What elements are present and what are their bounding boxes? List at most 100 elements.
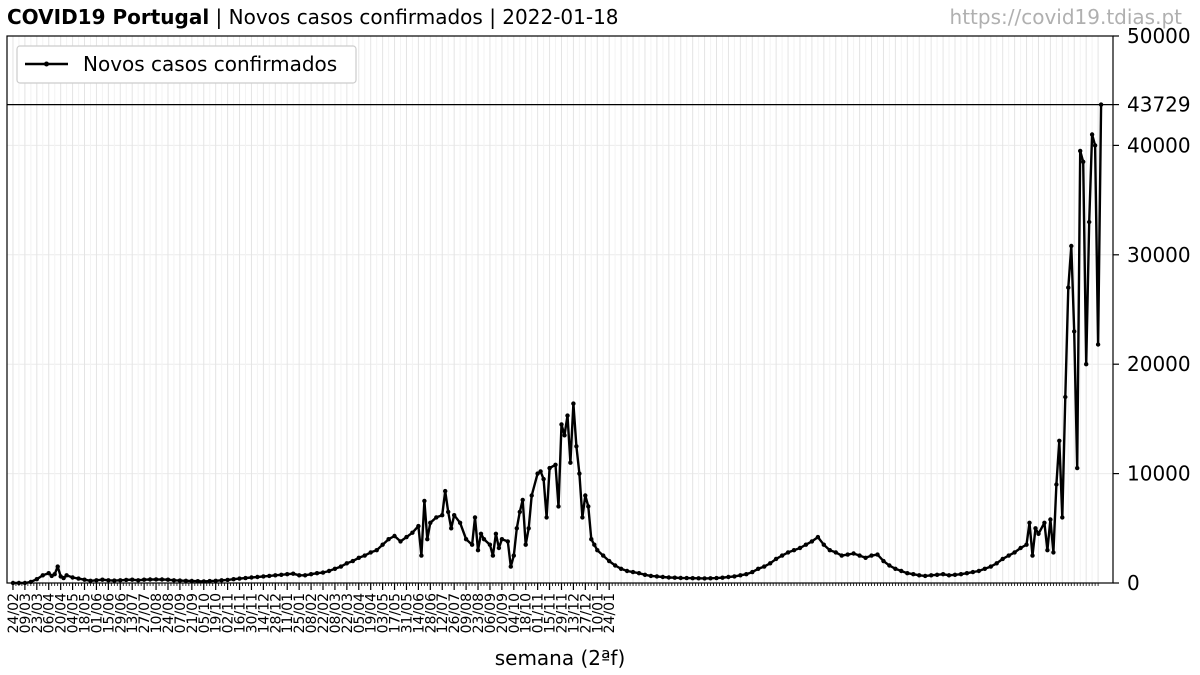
data-point [905, 571, 910, 576]
data-point [529, 493, 534, 498]
x-tick-label: 25/01 [292, 593, 308, 633]
data-point [803, 542, 809, 547]
x-tick-label: 10/08 [149, 593, 165, 633]
data-point [249, 575, 254, 580]
x-tick-label: 17/05 [388, 593, 404, 633]
data-point [613, 563, 618, 568]
grid-lines [7, 36, 1113, 583]
data-point [52, 572, 57, 577]
data-point [237, 576, 242, 581]
data-point [189, 578, 194, 584]
data-point [756, 566, 761, 571]
data-point [893, 566, 898, 571]
data-point [952, 572, 958, 577]
data-point [368, 550, 373, 555]
legend-marker-swatch [44, 61, 49, 67]
data-point [1042, 520, 1047, 525]
data-point [1054, 482, 1059, 487]
x-tick-label: 20/04 [54, 593, 70, 633]
data-point [797, 545, 803, 551]
x-tick-label: 06/09 [483, 593, 499, 633]
data-point [1033, 526, 1038, 531]
data-point [1098, 102, 1104, 107]
y-tick-label: 40000 [1127, 133, 1191, 157]
data-point [219, 578, 224, 583]
x-axis-label: semana (2ªf) [495, 646, 626, 670]
data-point [297, 573, 302, 578]
x-tick-label: 15/11 [543, 593, 559, 633]
x-tick-label: 27/07 [137, 593, 153, 633]
x-tick-label: 24/01 [602, 593, 618, 633]
data-point [472, 515, 478, 520]
series-markers [10, 102, 1104, 586]
source-url: https://covid19.tdias.pt [949, 5, 1182, 29]
data-point [970, 569, 976, 575]
data-point [255, 574, 260, 580]
data-point [857, 553, 862, 558]
data-point [544, 515, 549, 520]
data-point [696, 576, 701, 581]
x-tick-label: 31/05 [399, 593, 415, 633]
series-line [13, 104, 1103, 585]
data-point [583, 493, 588, 498]
x-tick-label: 10/01 [590, 593, 606, 633]
data-point [1069, 243, 1074, 249]
data-point [1036, 531, 1041, 536]
data-point [344, 561, 349, 566]
plot-frame [6, 35, 1114, 584]
y-tick-label: 30000 [1127, 243, 1191, 267]
data-point [332, 566, 338, 571]
data-point [422, 498, 427, 504]
data-point [571, 401, 576, 406]
data-point [231, 577, 236, 582]
data-point [934, 572, 940, 577]
data-point [362, 553, 367, 558]
data-point [61, 575, 66, 581]
x-tick-label: 15/06 [101, 593, 117, 633]
data-point [553, 462, 558, 467]
data-point [1012, 550, 1017, 555]
y-tick-label: 10000 [1127, 462, 1191, 486]
data-point [738, 573, 743, 578]
data-point [672, 575, 677, 580]
data-point [1057, 438, 1062, 443]
x-tick-label: 08/02 [304, 593, 320, 633]
data-point [46, 571, 51, 576]
data-point [762, 564, 767, 569]
data-point [1095, 342, 1101, 347]
data-point [55, 564, 60, 569]
data-point [118, 578, 123, 583]
data-point [338, 564, 344, 569]
x-axis: 24/0209/0323/0306/0420/0404/0518/0501/06… [6, 583, 1099, 633]
data-point [642, 572, 648, 577]
data-point [648, 573, 654, 579]
data-point [833, 550, 838, 555]
data-point [1045, 548, 1050, 553]
x-tick-label: 28/06 [423, 593, 439, 633]
data-point [165, 577, 171, 582]
data-point [416, 523, 421, 529]
data-point [779, 553, 785, 558]
data-point [1030, 553, 1035, 558]
series-novos-casos [10, 102, 1104, 586]
data-point [285, 572, 290, 577]
y-tick-label: 50000 [1127, 24, 1191, 48]
data-point [1000, 556, 1005, 562]
data-point [887, 563, 892, 568]
data-point [517, 509, 522, 515]
data-point [520, 497, 525, 503]
data-point [881, 558, 886, 564]
data-point [1072, 329, 1077, 334]
data-point [708, 576, 713, 581]
header-separator-1: | [209, 5, 229, 29]
x-tick-label: 13/12 [566, 593, 582, 633]
data-point [475, 548, 481, 553]
data-point [958, 572, 964, 577]
data-point [440, 513, 445, 518]
x-tick-label: 12/07 [435, 593, 451, 633]
data-point [493, 531, 499, 536]
data-point [425, 537, 430, 542]
x-tick-label: 09/03 [18, 593, 34, 633]
x-tick-label: 05/10 [197, 593, 213, 633]
